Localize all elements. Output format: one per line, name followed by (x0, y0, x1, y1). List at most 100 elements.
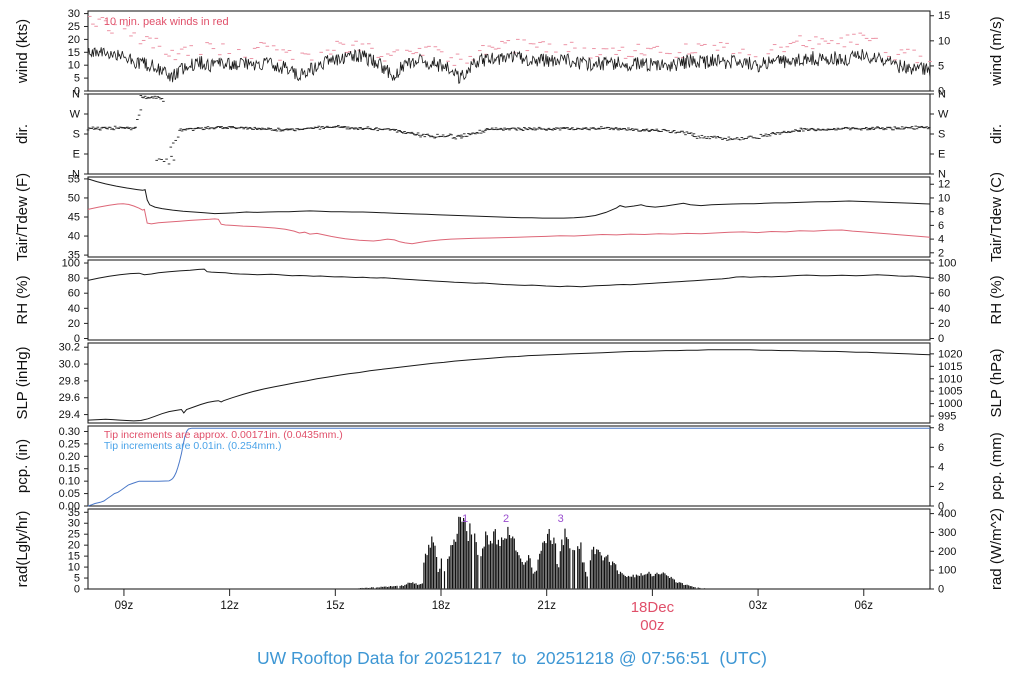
series-solar-radiation (697, 587, 699, 589)
series-solar-radiation (667, 576, 669, 589)
series-solar-radiation (467, 541, 469, 589)
series-solar-radiation (623, 574, 625, 589)
series-solar-radiation (627, 575, 629, 589)
series-solar-radiation (528, 555, 530, 589)
series-solar-radiation (456, 533, 458, 589)
chart-title: UW Rooftop Data for 20251217 to 20251218… (257, 648, 767, 668)
series-solar-radiation (502, 539, 504, 589)
series-solar-radiation (394, 586, 396, 589)
ytick-label-left-rh: 60 (68, 288, 80, 300)
ytick-label-left-slp: 29.8 (59, 375, 80, 387)
ytick-label-left-dir: N (72, 169, 80, 181)
series-solar-radiation (540, 550, 542, 589)
series-solar-radiation (699, 587, 701, 589)
series-solar-radiation (447, 558, 449, 589)
series-solar-radiation (596, 549, 598, 589)
ytick-label-right-rad: 100 (938, 565, 956, 577)
series-solar-radiation (470, 534, 473, 589)
series-solar-radiation (516, 552, 519, 589)
series-solar-radiation (569, 548, 571, 589)
series-solar-radiation (491, 543, 493, 589)
ytick-label-left-pcp: 0.25 (59, 438, 80, 450)
ytick-label-left-slp: 29.4 (59, 409, 80, 421)
series-solar-radiation (567, 539, 569, 589)
ytick-label-right-rad: 300 (938, 527, 956, 539)
series-solar-radiation (458, 516, 460, 589)
series-solar-radiation (429, 547, 431, 589)
series-solar-radiation (535, 570, 538, 589)
series-relative-humidity (87, 268, 931, 288)
series-solar-radiation (459, 517, 461, 589)
series-solar-radiation (388, 586, 390, 589)
series-solar-radiation (504, 538, 506, 589)
series-solar-radiation (559, 551, 561, 589)
series-solar-radiation (361, 587, 363, 589)
series-solar-radiation (594, 554, 596, 589)
series-solar-radiation (684, 584, 687, 589)
series-solar-radiation (434, 545, 436, 589)
xtick-label: 15z (326, 600, 345, 612)
series-solar-radiation (453, 539, 455, 589)
panel-frame-rad (87, 508, 931, 590)
ytick-label-right-rh: 100 (938, 258, 956, 270)
series-solar-radiation (496, 544, 498, 589)
series-solar-radiation (510, 538, 512, 589)
annotation-rad-2: 3 (558, 513, 564, 525)
ytick-label-right-tair-tdew: 6 (938, 220, 944, 232)
series-solar-radiation (658, 574, 660, 589)
series-solar-radiation (480, 556, 482, 589)
series-solar-radiation (455, 541, 457, 589)
series-solar-radiation (673, 579, 675, 589)
series-solar-radiation (409, 582, 411, 589)
ytick-label-left-wind: 25 (68, 21, 80, 33)
series-solar-radiation (616, 570, 618, 589)
ytick-label-right-slp: 1015 (938, 361, 962, 373)
ytick-label-left-slp: 30.2 (59, 342, 80, 354)
ytick-label-right-rad: 0 (938, 584, 944, 596)
axis-label-right-rh: RH (%) (988, 275, 1005, 324)
ytick-label-right-slp: 1010 (938, 373, 962, 385)
series-solar-radiation (369, 587, 371, 589)
series-solar-radiation (399, 585, 401, 589)
series-solar-radiation (448, 556, 450, 589)
series-solar-radiation (371, 587, 373, 589)
series-solar-radiation (547, 533, 549, 589)
series-solar-radiation (469, 523, 471, 589)
ytick-label-left-pcp: 0.00 (59, 501, 80, 513)
series-solar-radiation (672, 578, 674, 589)
series-solar-radiation (405, 584, 408, 589)
ytick-label-left-pcp: 0.20 (59, 451, 80, 463)
series-solar-radiation (640, 573, 642, 589)
series-solar-radiation (597, 549, 599, 589)
series-solar-radiation (605, 556, 607, 589)
axis-label-right-pcp: pcp. (mm) (988, 432, 1005, 500)
series-solar-radiation (615, 564, 617, 589)
series-solar-radiation (402, 586, 404, 589)
series-solar-radiation (464, 520, 466, 589)
series-solar-radiation (600, 555, 603, 589)
ytick-label-right-tair-tdew: 2 (938, 247, 944, 259)
series-solar-radiation (642, 575, 644, 589)
annotation-pcp-0: Tip increments are approx. 0.00171in. (0… (104, 429, 343, 441)
series-solar-radiation (439, 568, 441, 589)
series-solar-radiation (396, 585, 398, 589)
ytick-label-left-wind: 5 (74, 73, 80, 85)
series-solar-radiation (662, 572, 664, 589)
series-solar-radiation (661, 573, 663, 589)
series-solar-radiation (477, 554, 479, 589)
series-solar-radiation (556, 564, 558, 589)
ytick-label-left-rh: 100 (62, 258, 80, 270)
series-solar-radiation (520, 558, 522, 589)
series-solar-radiation (415, 583, 417, 589)
ytick-label-left-rh: 80 (68, 273, 80, 285)
ytick-label-left-pcp: 0.15 (59, 463, 80, 475)
ytick-label-left-slp: 30.0 (59, 359, 80, 371)
series-solar-radiation (634, 577, 636, 589)
series-solar-radiation (683, 585, 685, 589)
series-solar-radiation (418, 584, 420, 589)
ytick-label-right-slp: 1000 (938, 398, 962, 410)
annotation-rad-1: 2 (503, 513, 509, 525)
series-solar-radiation (521, 562, 523, 589)
series-solar-radiation (678, 582, 680, 589)
